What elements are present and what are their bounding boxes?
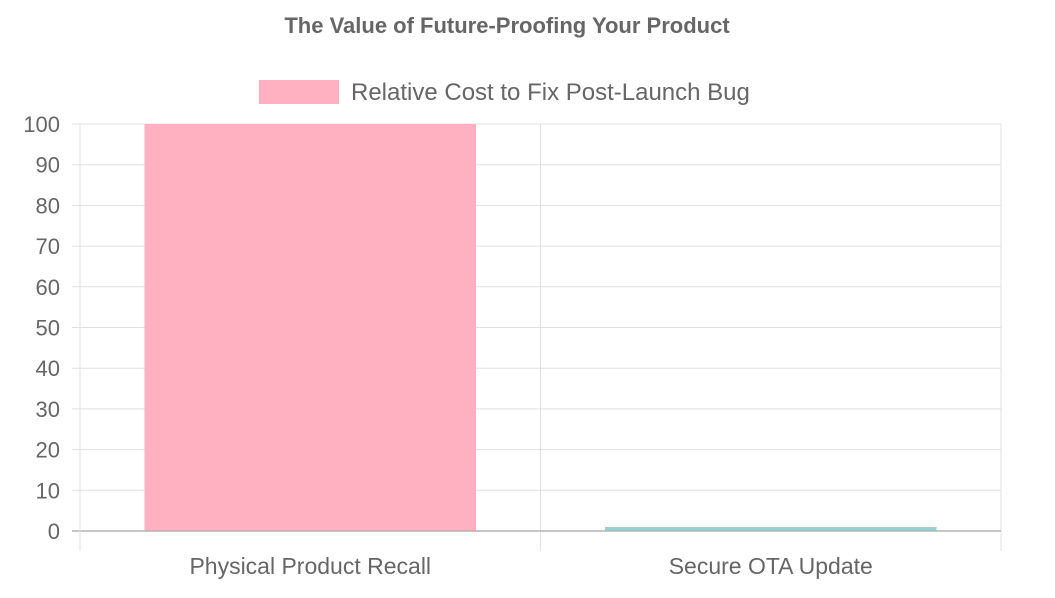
y-tick-label: 50 <box>36 316 60 341</box>
y-tick-label: 0 <box>48 519 60 544</box>
y-tick-label: 60 <box>36 275 60 300</box>
y-tick-label: 10 <box>36 478 60 503</box>
y-tick-label: 100 <box>23 112 60 137</box>
y-tick-label: 90 <box>36 153 60 178</box>
y-tick-label: 80 <box>36 193 60 218</box>
chart-title: The Value of Future-Proofing Your Produc… <box>284 13 730 38</box>
y-tick-label: 70 <box>36 234 60 259</box>
y-tick-label: 40 <box>36 356 60 381</box>
bar-physical-product-recall[interactable] <box>144 124 477 531</box>
legend-label: Relative Cost to Fix Post-Launch Bug <box>351 79 750 106</box>
y-tick-label: 20 <box>36 438 60 463</box>
bars <box>144 124 937 531</box>
legend[interactable]: Relative Cost to Fix Post-Launch Bug <box>259 79 750 106</box>
bar-secure-ota-update[interactable] <box>604 526 937 531</box>
x-tick-label: Physical Product Recall <box>189 553 431 579</box>
y-axis-ticks: 0 10 20 30 40 50 60 70 80 90 100 <box>23 112 60 544</box>
legend-swatch <box>259 80 339 104</box>
x-tick-label: Secure OTA Update <box>669 553 873 579</box>
x-axis-ticks: Physical Product Recall Secure OTA Update <box>189 553 872 579</box>
axes <box>79 124 1001 532</box>
y-tick-label: 30 <box>36 397 60 422</box>
